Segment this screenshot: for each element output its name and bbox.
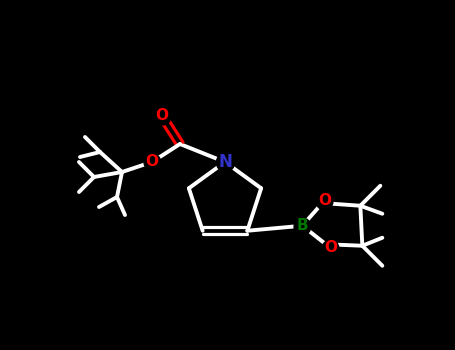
Text: B: B [297, 218, 308, 233]
Text: O: O [318, 193, 331, 208]
Text: O: O [156, 108, 168, 124]
Text: N: N [218, 153, 232, 171]
Text: O: O [146, 154, 158, 169]
Text: O: O [324, 240, 337, 255]
